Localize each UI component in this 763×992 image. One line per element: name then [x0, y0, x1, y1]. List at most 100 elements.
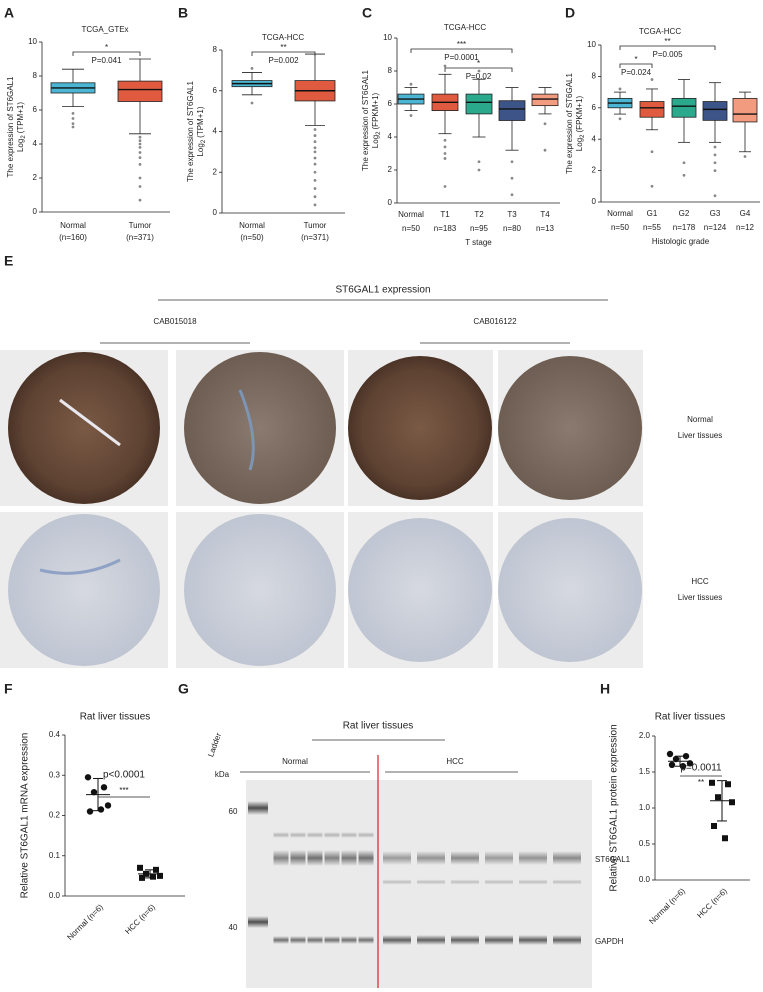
x-tick-label: Normal: [398, 210, 424, 219]
chart-title: TCGA_GTEx: [81, 25, 128, 34]
data-point: [153, 866, 159, 873]
x-tick-note: n=95: [470, 224, 489, 233]
blot-band: [307, 936, 323, 944]
outlier: [443, 185, 447, 188]
x-tick-label: G2: [679, 209, 690, 218]
sig-bracket: [410, 48, 513, 53]
blot-band: [290, 936, 306, 944]
outlier: [409, 114, 413, 117]
chart-title: TCGA-HCC: [262, 33, 304, 42]
x-tick-label: T4: [540, 210, 550, 219]
sig-stars: *: [477, 59, 480, 68]
data-point: [157, 872, 163, 879]
blot-band: [273, 850, 289, 866]
outlier: [313, 156, 317, 160]
blot-band: [383, 879, 411, 885]
outlier: [138, 135, 142, 139]
y-tick-label: 2: [33, 173, 38, 182]
blot-band: [248, 916, 268, 928]
blot-band: [383, 935, 411, 945]
x-tick-label: Normal: [239, 221, 265, 230]
y-tick-label: 0: [592, 197, 597, 206]
blot-band: [341, 850, 357, 866]
x-axis-label: T stage: [465, 238, 492, 247]
y-axis-label-part: Log: [16, 139, 25, 152]
blot-title: Rat liver tissues: [343, 721, 414, 732]
y-axis-label-sub: 2: [21, 135, 27, 139]
x-tick-note: n=55: [643, 223, 662, 232]
x-tick-label: Tumor: [129, 221, 152, 230]
x-tick-label: Normal: [607, 209, 633, 218]
y-tick-label: 10: [383, 33, 392, 42]
tissue-images: [0, 350, 643, 668]
outlier: [138, 139, 142, 143]
blot-band: [290, 832, 306, 838]
y-tick-label: 2: [388, 165, 393, 174]
y-tick-label: 4: [213, 127, 218, 136]
y-axis-label-part: Log: [575, 138, 584, 151]
x-tick-note: (n=371): [126, 233, 154, 242]
box: [117, 80, 163, 102]
data-point: [722, 835, 728, 842]
outlier: [71, 125, 75, 129]
x-tick-label: Normal (n=6): [65, 902, 105, 942]
y-axis-label: Relative ST6GAL1 protein expression: [609, 724, 620, 891]
data-point: [729, 799, 735, 806]
panel-letter: G: [178, 681, 189, 697]
group-label: HCC: [446, 757, 464, 766]
sig-bracket: [444, 67, 513, 72]
ladder-label: Ladder: [206, 731, 223, 758]
x-tick-label: G3: [710, 209, 721, 218]
sig-stars: **: [664, 37, 670, 46]
outlier: [250, 101, 254, 105]
outlier: [313, 150, 317, 154]
outlier: [71, 112, 75, 115]
blot-band: [417, 851, 445, 865]
outlier: [443, 152, 447, 155]
sig-bracket: [619, 63, 653, 68]
sig-bracket: [251, 51, 316, 56]
data-point: [668, 761, 676, 768]
outlier: [713, 194, 717, 198]
x-tick-note: n=124: [704, 223, 727, 232]
x-axis-label: Histologic grade: [652, 237, 710, 246]
sig-bracket: [619, 45, 716, 50]
panel-letter: A: [4, 5, 14, 21]
y-tick-label: 1.0: [639, 803, 651, 812]
x-tick-label: Tumor: [304, 221, 327, 230]
box: [639, 101, 665, 118]
y-tick-label: 1.5: [639, 767, 651, 776]
blot-band: [324, 936, 340, 944]
row-label: Liver tissues: [678, 593, 722, 602]
x-tick-note: (n=160): [59, 233, 87, 242]
x-tick-label: G4: [740, 209, 751, 218]
outlier: [713, 169, 717, 173]
blot-band: [553, 851, 581, 865]
y-axis-label: The expression of ST6GAL1: [361, 69, 370, 170]
outlier: [650, 184, 654, 188]
outlier: [443, 64, 447, 68]
outlier: [138, 146, 142, 149]
outlier: [313, 162, 317, 166]
blot-band: [417, 879, 445, 885]
blot-band: [307, 832, 323, 838]
outlier: [71, 122, 75, 125]
x-tick-note: n=50: [402, 224, 421, 233]
y-axis-label-part: Log: [196, 143, 205, 156]
x-tick-note: n=80: [503, 224, 522, 233]
outlier: [71, 117, 75, 120]
blot-band: [273, 832, 289, 838]
blot-band: [358, 832, 374, 838]
p-value: P=0.024: [621, 68, 652, 77]
outlier: [618, 87, 622, 91]
data-point: [672, 755, 680, 763]
box: [498, 100, 526, 121]
sig-stars: ***: [119, 786, 128, 795]
y-tick-label: 4: [33, 139, 38, 148]
sig-bracket: [72, 51, 141, 56]
outlier: [313, 170, 317, 174]
blot-band: [519, 935, 547, 945]
outlier: [250, 66, 254, 70]
y-axis-label: The expression of ST6GAL1: [186, 80, 195, 181]
blot-band: [307, 850, 323, 866]
